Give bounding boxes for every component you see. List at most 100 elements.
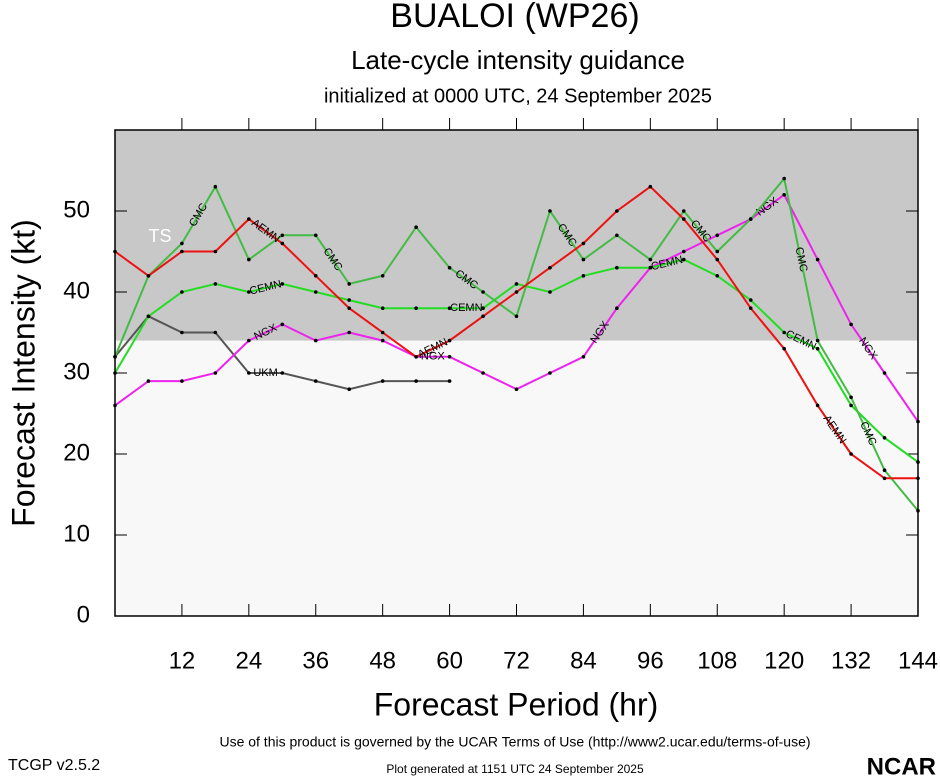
data-point xyxy=(782,176,786,181)
data-point xyxy=(280,371,285,375)
x-tick-label: 72 xyxy=(503,647,530,674)
y-tick-label: 40 xyxy=(63,277,90,304)
data-point xyxy=(815,403,820,408)
data-point xyxy=(782,193,786,197)
data-point xyxy=(849,403,853,408)
data-point xyxy=(180,330,184,335)
data-point xyxy=(715,233,720,238)
data-point xyxy=(782,330,786,335)
data-point xyxy=(815,257,820,262)
data-point xyxy=(213,282,218,286)
x-tick-label: 108 xyxy=(697,647,737,674)
data-point xyxy=(146,274,151,278)
data-point xyxy=(414,355,418,359)
data-point xyxy=(815,346,820,351)
data-point xyxy=(313,290,318,294)
data-point xyxy=(247,257,251,262)
version: TCGP v2.5.2 xyxy=(8,757,100,774)
y-tick-label: 50 xyxy=(63,196,90,223)
data-point xyxy=(313,274,318,278)
data-point xyxy=(313,233,318,238)
series-label: NGX xyxy=(421,351,446,363)
data-point xyxy=(849,452,853,456)
x-tick-label: 96 xyxy=(637,647,664,674)
data-point xyxy=(213,330,218,335)
x-tick-label: 24 xyxy=(235,647,262,674)
data-point xyxy=(581,355,586,359)
data-point xyxy=(615,233,619,238)
data-point xyxy=(514,282,519,286)
data-point xyxy=(748,306,753,311)
generated-note: Plot generated at 1151 UTC 24 September … xyxy=(386,762,644,776)
data-point xyxy=(648,257,653,262)
data-point xyxy=(447,379,452,383)
data-point xyxy=(849,322,853,327)
terms-note: Use of this product is governed by the U… xyxy=(219,734,810,750)
data-point xyxy=(247,290,251,294)
data-point xyxy=(280,233,285,238)
data-point xyxy=(213,371,218,375)
series-label: CMC xyxy=(793,246,810,273)
data-point xyxy=(180,379,184,383)
x-tick-label: 60 xyxy=(436,647,463,674)
data-point xyxy=(380,330,385,335)
data-point xyxy=(514,290,519,294)
data-point xyxy=(715,274,720,278)
data-point xyxy=(380,306,385,311)
data-point xyxy=(180,249,184,254)
plot-frame xyxy=(114,129,919,617)
data-point xyxy=(548,209,552,213)
x-tick-label: 48 xyxy=(369,647,396,674)
data-point xyxy=(247,371,251,375)
x-tick-label: 84 xyxy=(570,647,597,674)
series-label: CEMN xyxy=(450,302,482,314)
data-point xyxy=(882,476,887,481)
data-point xyxy=(146,314,151,319)
data-point xyxy=(514,387,519,392)
data-point xyxy=(280,282,285,286)
data-point xyxy=(347,282,352,286)
data-point xyxy=(481,371,485,375)
data-point xyxy=(615,209,619,213)
y-axis-label: Forecast Intensity (kt) xyxy=(5,219,41,527)
data-point xyxy=(882,371,887,375)
data-point xyxy=(380,274,385,278)
data-point xyxy=(280,241,285,246)
data-point xyxy=(748,217,753,221)
x-axis-label: Forecast Period (hr) xyxy=(374,686,659,722)
data-point xyxy=(347,298,352,302)
x-tick-label: 132 xyxy=(831,647,871,674)
data-point xyxy=(815,338,820,343)
data-point xyxy=(681,209,686,213)
data-point xyxy=(481,306,485,311)
init-time: initialized at 0000 UTC, 24 September 20… xyxy=(324,85,712,107)
data-point xyxy=(380,338,385,343)
data-point xyxy=(213,249,218,254)
data-point xyxy=(414,225,418,229)
y-tick-label: 0 xyxy=(77,601,90,628)
data-point xyxy=(447,265,452,270)
data-point xyxy=(481,290,485,294)
data-point xyxy=(548,265,552,270)
data-point xyxy=(681,257,686,262)
data-point xyxy=(481,314,485,319)
chart-subtitle: Late-cycle intensity guidance xyxy=(351,45,685,75)
x-tick-label: 144 xyxy=(898,647,938,674)
data-point xyxy=(581,241,586,246)
logo: NCAR xyxy=(867,753,936,780)
data-point xyxy=(748,298,753,302)
y-tick-label: 30 xyxy=(63,358,90,385)
x-tick-label: 36 xyxy=(302,647,329,674)
chart-title: BUALOI (WP26) xyxy=(390,0,639,35)
data-point xyxy=(715,257,720,262)
data-point xyxy=(514,314,519,319)
data-point xyxy=(180,290,184,294)
data-point xyxy=(648,265,653,270)
y-tick-label: 20 xyxy=(63,439,90,466)
data-point xyxy=(447,306,452,311)
data-point xyxy=(280,322,285,327)
data-point xyxy=(447,338,452,343)
data-point xyxy=(849,395,853,400)
data-point xyxy=(681,217,686,221)
